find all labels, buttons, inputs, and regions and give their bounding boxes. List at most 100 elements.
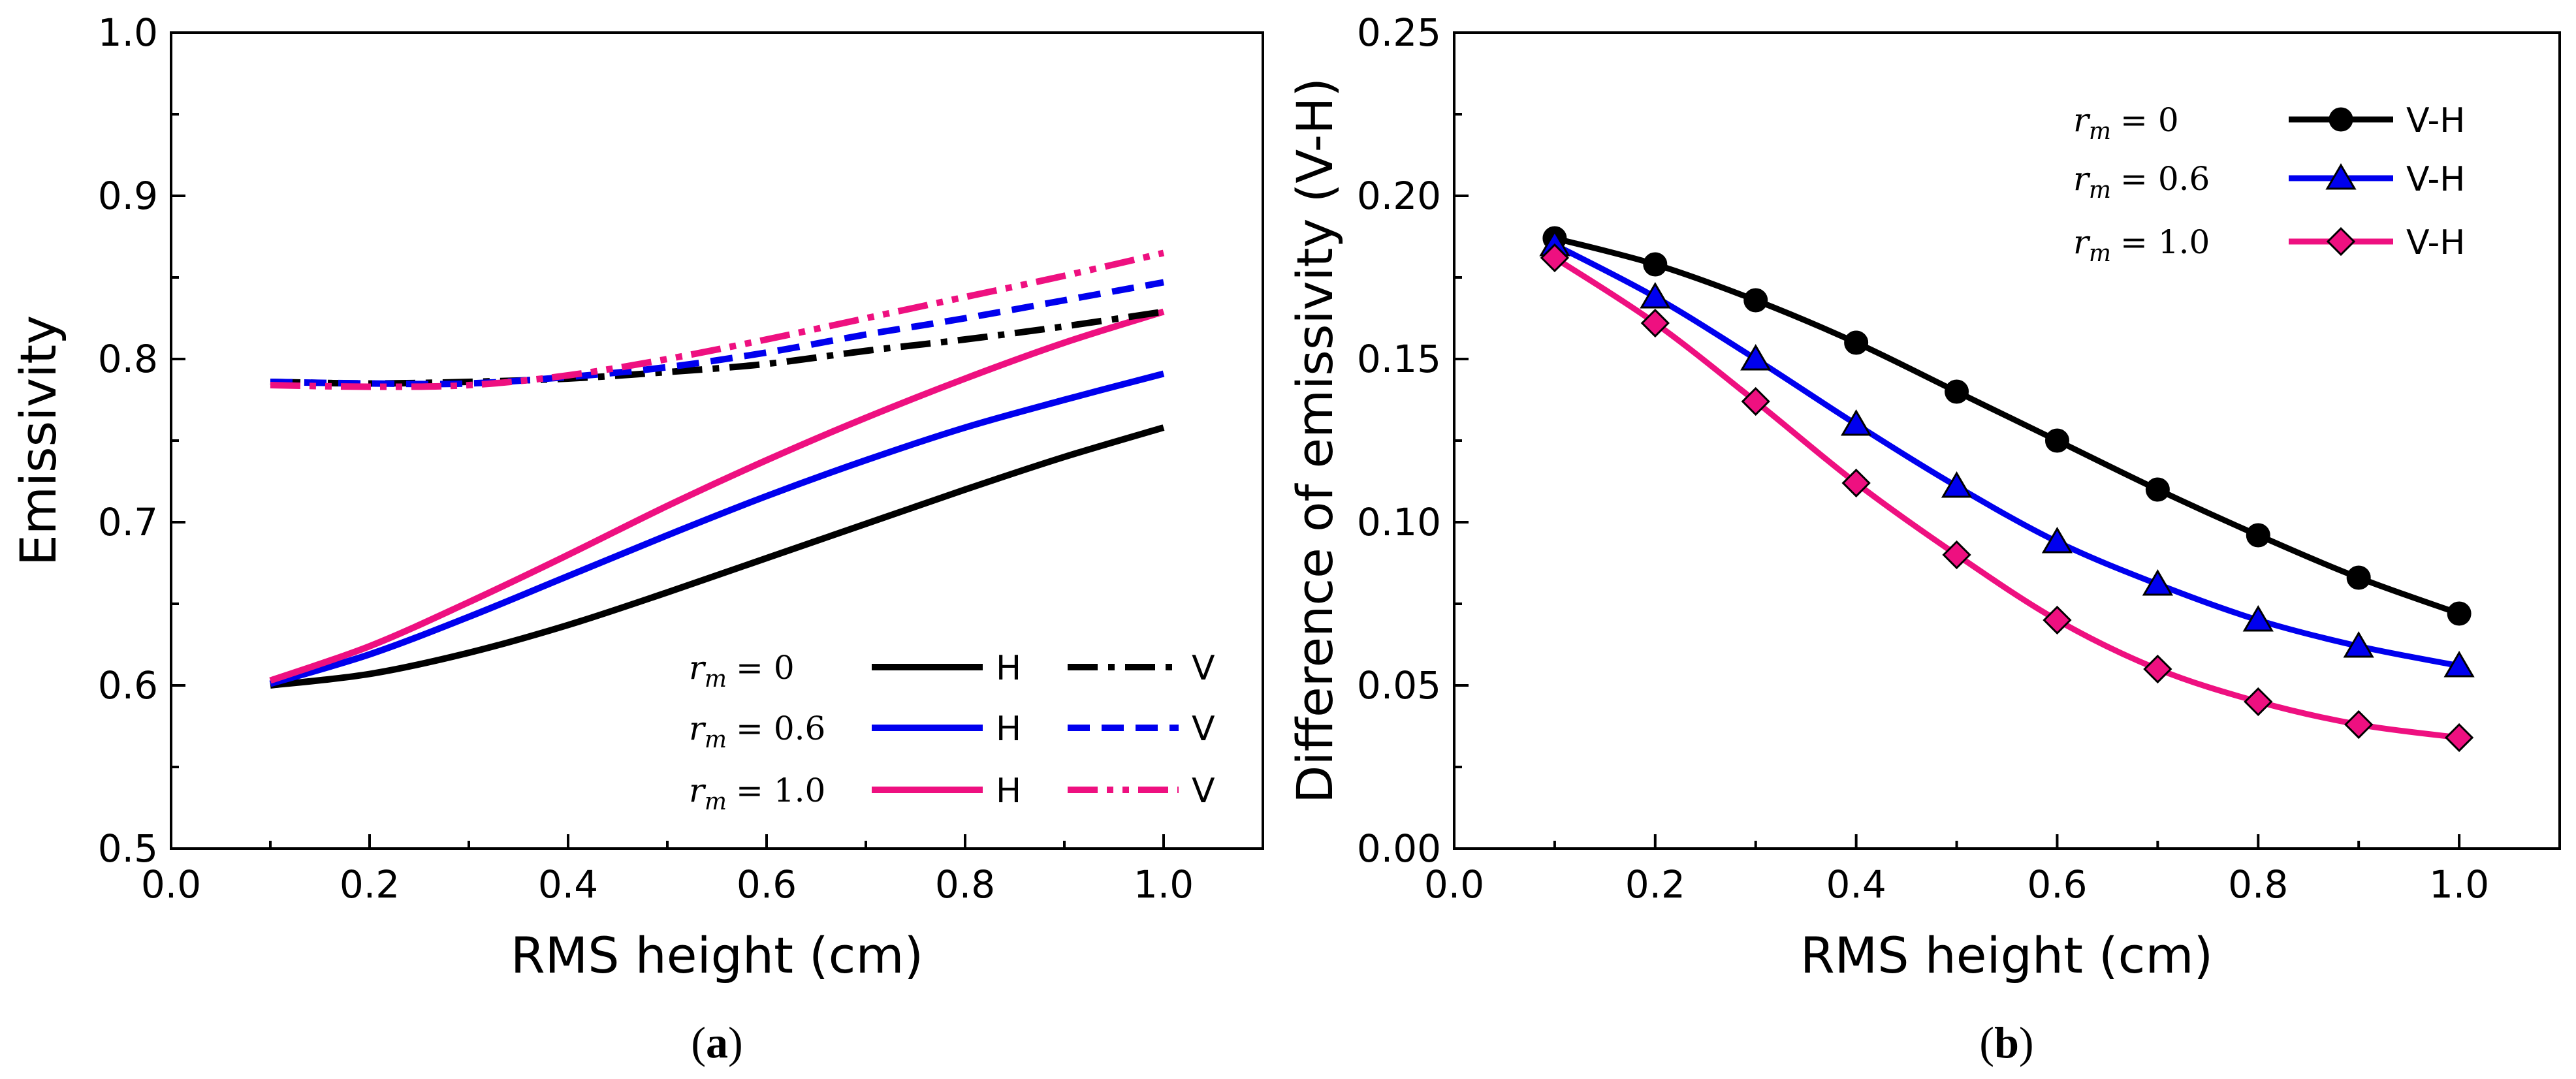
panel-a-legend-h-label-0: H [996,649,1021,688]
panel-b-point-s0-1 [1643,252,1668,277]
panel-a: 0.0 0.2 0.4 0.6 0.8 1.0 0.5 0.6 0.7 0.8 0.9 1.0 RMS… [9,10,1264,1067]
caption-a-close: ) [728,1018,743,1067]
panel-b-point-s2-8 [2344,710,2374,740]
panel-b-point-s1-1 [1640,282,1671,309]
panel-a-legend-v-label-2: V [1192,772,1215,811]
panel-b-point-s2-2 [1741,386,1770,416]
panel-b: 0.0 0.2 0.4 0.6 0.8 1.0 0.00 0.05 0.10 0.15 0.20 0.… [1286,10,2561,1067]
panel-b-frame [1453,31,2561,850]
panel-a-series-h-1 [269,370,1165,687]
panel-a-axes: 0.0 0.2 0.4 0.6 0.8 1.0 0.5 0.6 0.7 0.8 0.9 1.0 [98,10,1194,907]
panel-b-legend-row0-rm-symbol: r [2073,101,2091,139]
panel-b-point-s2-3 [1841,468,1871,498]
panel-b-point-s1-7 [2242,605,2274,632]
panel-b-ytick-label: 0.15 [1357,337,1441,381]
panel-a-series-lines [269,249,1165,689]
panel-b-legend-label-0: V-H [2406,101,2465,140]
caption-a-letter: a [706,1018,728,1067]
panel-b-axes: 0.0 0.2 0.4 0.6 0.8 1.0 0.00 0.05 0.10 0.15 0.20 0.… [1357,10,2489,907]
panel-b-series-vh-2 [1553,255,2460,741]
panel-a-legend-row2-rm-value: = 1.0 [736,772,825,809]
panel-b-point-s0-8 [2346,565,2371,590]
panel-a-xtick-label: 0.6 [737,862,797,907]
panel-b-point-s2-6 [2143,654,2172,684]
panel-b-point-s2-7 [2244,687,2273,717]
panel-b-caption: (b) [1979,1018,2033,1067]
panel-b-series-lines [1539,226,2475,753]
panel-a-series-v-5 [270,249,1165,390]
panel-b-point-s0-5 [2044,428,2069,453]
panel-b-ytick-label: 0.10 [1357,500,1441,544]
panel-a-legend-h-label-2: H [996,772,1021,811]
panel-b-point-s2-0 [1540,243,1570,273]
panel-b-series-vh-0 [1553,235,2460,617]
panel-b-point-s0-7 [2246,523,2270,548]
caption-b-letter: b [1994,1018,2019,1067]
panel-a-legend-row0-rm-subscript: m [705,666,727,693]
panel-a-legend-h-label-1: H [996,710,1021,749]
panel-a-xtick-label: 0.8 [935,862,995,907]
panel-b-point-s1-3 [1841,409,1872,436]
caption-b-close: ) [2019,1018,2034,1067]
panel-b-xtick-label: 1.0 [2429,862,2489,907]
panel-a-legend-v-label-0: V [1192,649,1215,688]
panel-a-xtick-label: 1.0 [1134,862,1194,907]
panel-a-legend-row1-rm-value: = 0.6 [736,710,825,747]
panel-b-xtick-label: 0.2 [1625,862,1685,907]
panel-a-xtick-label: 0.4 [538,862,598,907]
panel-b-legend-row1-rm-symbol: r [2073,160,2091,198]
panel-a-ytick-label: 0.9 [98,174,158,218]
panel-b-point-s1-5 [2041,527,2073,554]
panel-b-legend-row0-rm-label: rm = 0 [2073,101,2179,145]
panel-b-point-s1-2 [1740,344,1772,371]
panel-a-legend-row2-rm-label: rm = 1.0 [689,772,825,815]
panel-b-point-s2-5 [2043,605,2072,635]
panel-b-point-s1-4 [1941,471,1973,498]
panel-a-legend-row1-rm-label: rm = 0.6 [689,710,825,753]
panel-b-legend-row2-rm-label: rm = 1.0 [2073,223,2210,267]
panel-a-legend-row0-rm-label: rm = 0 [689,649,795,693]
panel-b-point-s2-9 [2444,723,2474,753]
panel-a-ytick-label: 0.7 [98,500,158,544]
panel-b-xlabel: RMS height (cm) [1800,926,2213,984]
panel-b-xtick-label: 0.4 [1826,862,1886,907]
panel-a-series-h-0 [270,424,1165,689]
panel-b-legend-marker-2 [2326,227,2356,257]
panel-a-legend-row0-rm-value: = 0 [736,649,795,687]
panel-a-xtick-label: 0.0 [141,862,201,907]
panel-a-ytick-label: 0.6 [98,663,158,708]
panel-b-xtick-label: 0.6 [2027,862,2087,907]
panel-a-xlabel: RMS height (cm) [511,926,923,984]
panel-a-legend-v-label-1: V [1192,710,1215,749]
panel-b-point-s0-4 [1945,379,1969,404]
panel-b-legend-row2-rm-symbol: r [2073,223,2091,261]
panel-b-point-s1-8 [2343,631,2374,658]
panel-b-xtick-label: 0.8 [2228,862,2288,907]
caption-a-open: ( [691,1018,706,1067]
panel-b-point-s0-6 [2145,477,2170,502]
panel-a-legend-row1-rm-subscript: m [705,727,727,753]
panel-b-legend-row1-rm-subscript: m [2089,177,2111,204]
panel-a-ylabel: Emissivity [9,315,67,566]
panel-a-legend-row2-rm-subscript: m [705,789,727,815]
panel-a-legend: rm = 0 H Vrm = 0.6 H Vrm = 1.0 H V [689,649,1215,815]
panel-b-series-vh-1 [1553,242,2460,669]
panel-b-point-s0-9 [2447,601,2472,626]
panel-b-legend-label-1: V-H [2406,160,2465,199]
panel-a-legend-row0-rm-symbol: r [689,649,707,687]
panel-b-legend-row2-rm-subscript: m [2089,240,2111,267]
panel-b-legend-row2-rm-value: = 1.0 [2120,223,2210,261]
panel-b-xtick-label: 0.0 [1424,862,1484,907]
panel-b-ytick-label: 0.05 [1357,663,1441,708]
panel-b-ytick-label: 0.25 [1357,10,1441,55]
panel-b-ytick-label: 0.00 [1357,826,1441,871]
panel-a-ytick-label: 0.8 [98,337,158,381]
panel-a-xtick-label: 0.2 [340,862,400,907]
panel-b-legend-marker-1 [2325,163,2357,190]
panel-b-ytick-label: 0.20 [1357,174,1441,218]
panel-b-legend-row1-rm-value: = 0.6 [2120,160,2210,198]
panel-b-ylabel: Difference of emissivity (V-H) [1286,78,1344,804]
panel-a-series-h-2 [269,308,1165,684]
panel-b-legend-marker-0 [2329,107,2353,132]
panel-a-legend-row2-rm-symbol: r [689,772,707,809]
